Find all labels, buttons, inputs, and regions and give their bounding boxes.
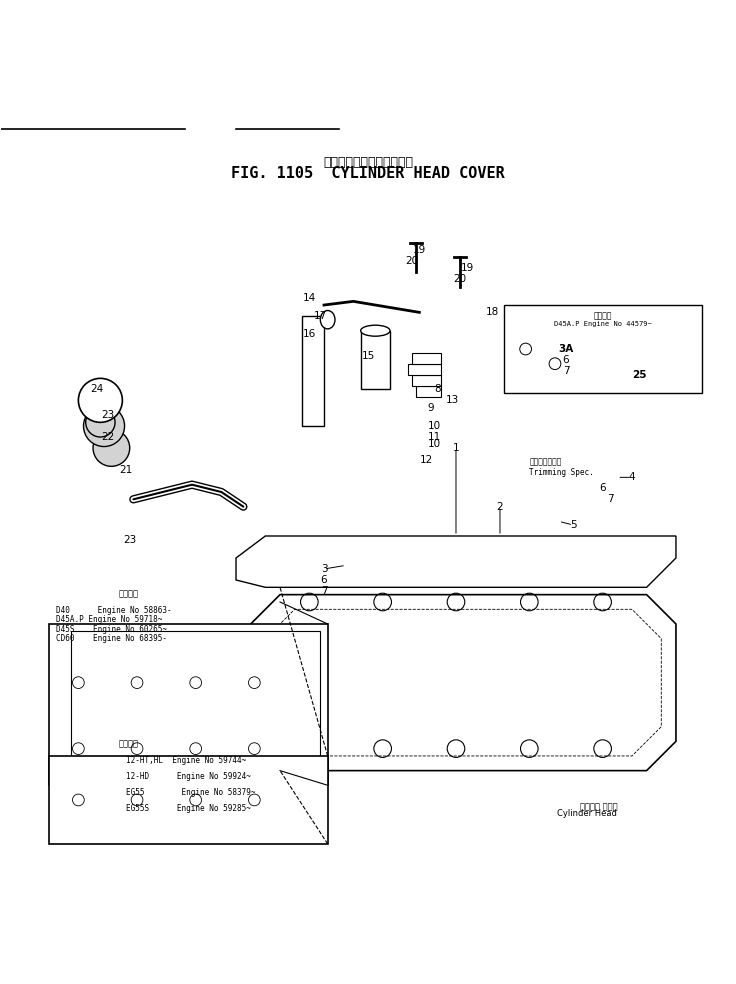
Bar: [49, 624, 328, 785]
Text: D40      Engine No 58863-: D40 Engine No 58863-: [57, 605, 172, 615]
Text: 7: 7: [562, 366, 569, 376]
Text: 6: 6: [321, 575, 328, 584]
Text: 適用車種: 適用車種: [118, 740, 138, 749]
Text: 3A: 3A: [559, 344, 573, 354]
Text: 6: 6: [562, 355, 569, 365]
Text: CD60    Engine No 68395-: CD60 Engine No 68395-: [57, 635, 167, 644]
Text: 20: 20: [453, 275, 466, 284]
Bar: [361, 331, 390, 390]
Circle shape: [93, 430, 130, 466]
Text: 3: 3: [321, 564, 328, 574]
Text: D45S    Engine No 60265~: D45S Engine No 60265~: [57, 625, 167, 634]
Text: 7: 7: [606, 494, 613, 505]
Text: 10: 10: [428, 421, 441, 431]
Text: 19: 19: [460, 264, 473, 274]
Text: 20: 20: [406, 256, 419, 266]
Circle shape: [78, 379, 122, 422]
Text: Trimming Spec.: Trimming Spec.: [529, 468, 594, 477]
Text: 10: 10: [428, 439, 441, 450]
Text: 18: 18: [486, 307, 499, 318]
Text: 7: 7: [321, 586, 328, 596]
Text: 17: 17: [314, 311, 327, 321]
Ellipse shape: [361, 325, 390, 337]
Text: 25: 25: [632, 370, 646, 380]
Text: 12: 12: [420, 456, 434, 465]
Text: 4: 4: [629, 472, 635, 482]
Text: 1: 1: [453, 443, 459, 453]
Text: 9: 9: [427, 402, 434, 412]
Text: 11: 11: [428, 432, 441, 442]
Circle shape: [85, 407, 115, 437]
Text: 22: 22: [101, 432, 114, 442]
Bar: [503, 305, 701, 393]
Text: シリンダ　ヘッド　カバー: シリンダ ヘッド カバー: [323, 156, 413, 169]
Bar: [408, 364, 442, 375]
Text: 21: 21: [119, 465, 132, 475]
Text: EG55        Engine No 58379~: EG55 Engine No 58379~: [126, 788, 255, 797]
Text: D45A.P Engine No 44579~: D45A.P Engine No 44579~: [553, 321, 651, 327]
Text: 12-HD      Engine No 59924~: 12-HD Engine No 59924~: [126, 772, 251, 781]
Text: 2: 2: [497, 502, 503, 512]
Text: 8: 8: [434, 385, 441, 395]
Text: Cylinder Head: Cylinder Head: [557, 809, 618, 819]
Text: 適用車種: 適用車種: [593, 311, 612, 320]
Text: トリミング仕様: トリミング仕様: [529, 458, 562, 466]
Bar: [302, 316, 324, 426]
Text: 23: 23: [101, 410, 114, 420]
Text: D45A.P Engine No 59718~: D45A.P Engine No 59718~: [57, 615, 163, 624]
Text: 23: 23: [123, 534, 136, 545]
Text: 13: 13: [446, 396, 459, 405]
Text: 16: 16: [302, 330, 316, 339]
Text: FIG. 1105  CYLINDER HEAD COVER: FIG. 1105 CYLINDER HEAD COVER: [231, 165, 505, 181]
Text: 14: 14: [302, 292, 316, 303]
Text: シリンダ ヘッド: シリンダ ヘッド: [580, 802, 618, 811]
Bar: [416, 386, 442, 397]
Text: 15: 15: [361, 351, 375, 361]
Text: 24: 24: [90, 385, 103, 395]
Text: EG55S      Engine No 59285~: EG55S Engine No 59285~: [126, 804, 251, 814]
Bar: [49, 756, 328, 844]
Text: 19: 19: [413, 245, 426, 255]
Ellipse shape: [320, 311, 335, 329]
Text: 適用車種: 適用車種: [118, 589, 138, 598]
Bar: [412, 352, 442, 364]
Bar: [412, 375, 442, 386]
Text: 6: 6: [599, 483, 606, 493]
Text: 5: 5: [570, 520, 576, 530]
Circle shape: [83, 405, 124, 447]
Text: 12-HT,HL  Engine No 59744~: 12-HT,HL Engine No 59744~: [126, 756, 247, 765]
